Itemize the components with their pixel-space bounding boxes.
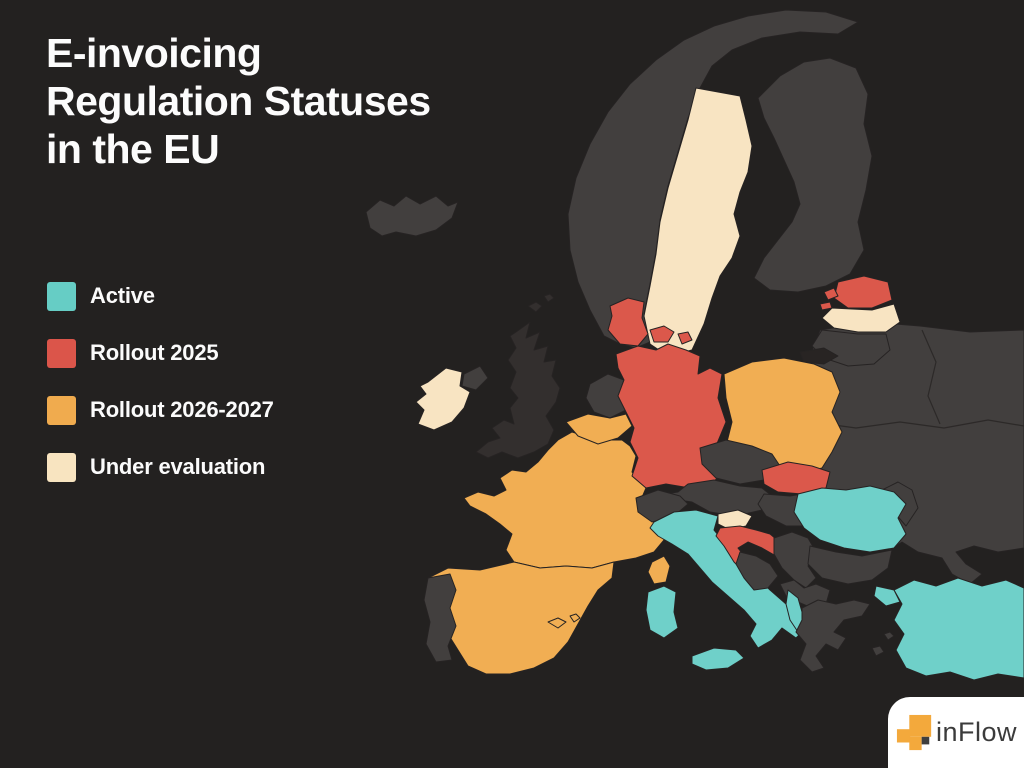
legend-item-rollout-2025: Rollout 2025 — [47, 338, 274, 368]
inflow-logo-card: inFlow — [888, 697, 1024, 768]
country-uk-isles — [527, 293, 555, 313]
legend-label: Rollout 2025 — [90, 340, 219, 365]
legend-label: Rollout 2026-2027 — [90, 397, 274, 422]
country-northern-ireland — [461, 365, 489, 391]
legend: Active Rollout 2025 Rollout 2026-2027 Un… — [47, 281, 274, 509]
legend-item-rollout-2026-2027: Rollout 2026-2027 — [47, 395, 274, 425]
inflow-logo-text: inFlow — [936, 717, 1018, 747]
rollout-2025-swatch — [47, 338, 76, 368]
border-belarus-ukraine — [811, 419, 1024, 429]
country-romania — [793, 485, 907, 553]
country-kaliningrad — [799, 347, 839, 365]
country-finland — [753, 57, 873, 293]
under-evaluation-swatch — [47, 452, 76, 482]
country-united-kingdom — [475, 321, 561, 459]
country-corsica — [647, 555, 671, 585]
country-denmark-islands — [649, 325, 693, 345]
country-estonia — [833, 275, 893, 309]
country-iceland — [365, 195, 459, 237]
country-sicily — [691, 647, 745, 671]
legend-label: Under evaluation — [90, 454, 266, 479]
country-balearic-islands — [547, 613, 581, 629]
country-greece — [795, 599, 871, 673]
legend-item-under-evaluation: Under evaluation — [47, 452, 274, 482]
active-swatch — [47, 281, 76, 311]
country-sweden — [643, 87, 753, 357]
country-denmark — [607, 297, 649, 347]
legend-label: Active — [90, 283, 155, 308]
country-belgium — [565, 413, 633, 445]
country-bosnia — [735, 551, 779, 591]
country-ireland — [415, 367, 471, 431]
country-slovenia — [717, 509, 753, 531]
legend-item-active: Active — [47, 281, 274, 311]
country-turkey — [893, 577, 1024, 681]
country-bulgaria — [807, 545, 893, 585]
pixel-plus-icon — [896, 714, 932, 750]
country-portugal — [423, 573, 457, 663]
rollout-2026-2027-swatch — [47, 395, 76, 425]
country-latvia — [821, 303, 901, 333]
country-greek-islands — [871, 631, 895, 657]
country-turkey-thrace — [873, 585, 901, 607]
page-title: E-invoicing Regulation Statuses in the E… — [46, 30, 431, 172]
border-russia-belarus — [921, 329, 941, 425]
country-spain — [427, 561, 615, 675]
country-sardinia — [645, 585, 679, 639]
country-serbia — [773, 531, 817, 589]
